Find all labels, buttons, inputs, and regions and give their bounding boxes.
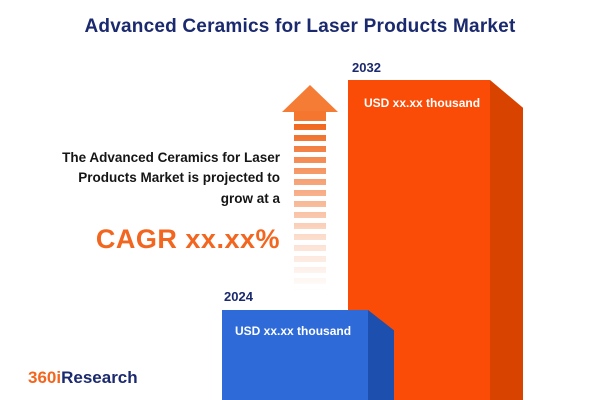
bar-2024: USD xx.xx thousand bbox=[222, 310, 368, 400]
brand-logo: 360iResearch bbox=[28, 368, 138, 388]
bar-2024-value-label: USD xx.xx thousand bbox=[235, 324, 352, 338]
annotation-block: The Advanced Ceramics for Laser Products… bbox=[28, 148, 280, 259]
arrow-fade-overlay bbox=[292, 124, 328, 292]
arrow-stem bbox=[294, 111, 326, 121]
page-title: Advanced Ceramics for Laser Products Mar… bbox=[84, 16, 516, 37]
annotation-line-3: grow at a bbox=[220, 190, 280, 206]
annotation-line-2: Products Market is projected to bbox=[78, 170, 280, 186]
bar-2032-year-label: 2032 bbox=[352, 60, 381, 75]
brand-logo-suffix: Research bbox=[61, 368, 138, 387]
brand-logo-prefix: 360i bbox=[28, 368, 62, 387]
annotation-line-1: The Advanced Ceramics for Laser bbox=[62, 150, 280, 165]
bar-2032-value-label: USD xx.xx thousand bbox=[364, 96, 481, 110]
bar-2032-side-face bbox=[490, 80, 523, 400]
cagr-text: CAGR xx.xx% bbox=[95, 223, 280, 254]
bar-2024-year-label: 2024 bbox=[224, 289, 253, 304]
arrow-up-icon bbox=[282, 85, 338, 112]
